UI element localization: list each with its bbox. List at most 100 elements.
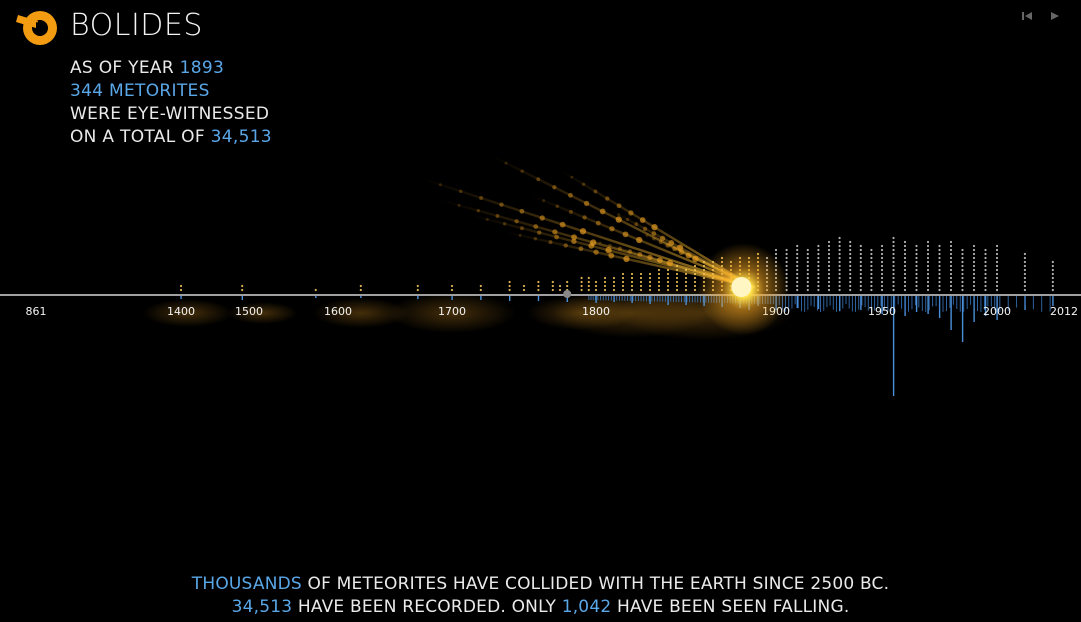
recorded-bar-1830 bbox=[649, 296, 651, 304]
fall-dot-1985-4 bbox=[961, 272, 964, 276]
meteor-particle-0-7 bbox=[559, 221, 566, 228]
fall-dot-1845-5 bbox=[675, 268, 679, 272]
fall-dot-2005-8 bbox=[1023, 256, 1027, 260]
footer-line-2-mid: HAVE BEEN RECORDED. ONLY bbox=[292, 597, 562, 617]
meteor-particle-8-5 bbox=[651, 231, 657, 236]
fall-dot-1950-3 bbox=[880, 276, 884, 280]
fall-dot-1835-4 bbox=[657, 272, 661, 276]
fall-dot-1955-11 bbox=[892, 244, 895, 248]
recorded-fill-bar bbox=[980, 296, 982, 312]
recorded-fill-bar bbox=[990, 296, 992, 307]
fall-dot-1905-6 bbox=[785, 264, 788, 268]
fall-dot-1990-11 bbox=[972, 244, 976, 248]
fall-dot-1855-1 bbox=[693, 284, 697, 288]
recorded-fill-bar bbox=[871, 296, 872, 312]
fall-dot-1830-0 bbox=[648, 288, 652, 292]
recorded-fill-bar bbox=[901, 296, 903, 309]
meteor-particle-2-5 bbox=[554, 234, 560, 240]
fall-dot-1940-3 bbox=[859, 276, 862, 280]
fall-dot-1930-10 bbox=[838, 248, 841, 252]
impact-core bbox=[731, 277, 752, 297]
fall-dot-1850-3 bbox=[684, 276, 688, 280]
fall-dot-1920-4 bbox=[817, 272, 820, 276]
fall-dot-1915-0 bbox=[806, 288, 809, 292]
meteor-particle-4-3 bbox=[548, 240, 553, 245]
fall-dot-1955-4 bbox=[892, 272, 895, 276]
recorded-fill-bar bbox=[608, 296, 610, 301]
recorded-fill-bar bbox=[887, 296, 889, 312]
fall-dot-1945-7 bbox=[870, 260, 873, 264]
fall-dot-1935-10 bbox=[849, 248, 852, 252]
fall-dot-1940-9 bbox=[859, 252, 862, 256]
meteor-particle-9-4 bbox=[665, 243, 670, 248]
skip-back-icon[interactable] bbox=[1021, 10, 1033, 22]
fall-dot-1795-3 bbox=[587, 276, 590, 280]
fall-dot-1855-4 bbox=[693, 272, 697, 276]
fall-dot-1790-2 bbox=[580, 280, 583, 284]
fall-dot-1975-4 bbox=[938, 272, 941, 276]
recorded-fill-bar bbox=[646, 296, 647, 302]
recorded-fill-bar bbox=[1041, 296, 1043, 312]
recorded-fill-bar bbox=[588, 296, 590, 300]
play-icon[interactable] bbox=[1049, 10, 1061, 22]
fall-dot-1955-9 bbox=[892, 252, 895, 256]
fall-dot-1985-6 bbox=[961, 264, 964, 268]
footer-line-1-text: OF METEORITES HAVE COLLIDED WITH THE EAR… bbox=[301, 574, 890, 594]
meteor-particle-2-7 bbox=[588, 242, 595, 249]
fall-dot-2010-1 bbox=[1051, 284, 1054, 288]
recorded-fill-bar bbox=[594, 296, 596, 301]
fall-dot-1980-11 bbox=[949, 244, 953, 248]
fall-dot-1905-9 bbox=[785, 252, 788, 256]
meteor-particle-2-8 bbox=[605, 247, 612, 254]
meteor-particle-4-2 bbox=[533, 237, 538, 241]
fall-dot-1855-3 bbox=[693, 276, 697, 280]
fall-dot-1960-11 bbox=[903, 244, 907, 248]
witnessed-label: WERE EYE-WITNESSED bbox=[70, 104, 270, 124]
fall-dot-1970-8 bbox=[926, 256, 930, 260]
fall-dot-1950-5 bbox=[880, 268, 884, 272]
fall-dot-1925-1 bbox=[827, 284, 831, 288]
app-title: BOLIDES bbox=[70, 8, 203, 43]
meteor-particle-1-3 bbox=[495, 214, 500, 218]
fall-dot-1670-0 bbox=[416, 288, 419, 292]
fall-dot-1975-8 bbox=[938, 256, 941, 260]
recorded-fill-bar bbox=[836, 296, 837, 312]
recorded-fill-bar bbox=[613, 296, 615, 301]
fall-dot-1985-0 bbox=[961, 288, 964, 292]
recorded-fill-bar bbox=[801, 296, 802, 312]
fall-dot-1930-9 bbox=[838, 252, 841, 256]
fall-dot-1850-1 bbox=[684, 284, 688, 288]
recorded-fill-bar bbox=[839, 296, 841, 312]
recorded-fill-bar bbox=[654, 296, 655, 302]
fall-dot-1790-1 bbox=[580, 284, 583, 288]
fall-dot-1940-2 bbox=[859, 280, 862, 284]
meteor-particle-0-8 bbox=[579, 228, 587, 235]
recorded-fill-bar bbox=[686, 296, 688, 303]
recorded-fill-bar bbox=[826, 296, 828, 308]
meteor-particle-6-7 bbox=[639, 217, 646, 223]
fall-dot-1950-10 bbox=[880, 248, 884, 252]
meteor-particle-1-5 bbox=[533, 224, 539, 230]
tick-label-1400: 1400 bbox=[167, 305, 195, 318]
fall-dot-1960-6 bbox=[903, 264, 907, 268]
recorded-bar-1965 bbox=[915, 296, 918, 312]
meteor-particle-3-5 bbox=[568, 192, 573, 198]
fall-dot-1995-9 bbox=[984, 252, 987, 256]
fall-dot-2005-7 bbox=[1023, 260, 1027, 264]
recorded-fill-bar bbox=[914, 296, 916, 306]
recorded-fill-bar bbox=[908, 296, 909, 312]
fall-dot-1720-1 bbox=[479, 284, 482, 288]
meteor-particle-7-3 bbox=[618, 246, 622, 251]
recorded-fill-bar bbox=[874, 296, 876, 311]
meteor-particle-8-7 bbox=[668, 240, 675, 246]
fall-dot-1920-9 bbox=[817, 252, 820, 256]
recorded-fill-bar bbox=[664, 296, 666, 302]
fall-dot-1930-12 bbox=[838, 240, 841, 244]
fall-dot-1930-5 bbox=[838, 268, 841, 272]
fall-dot-1970-4 bbox=[926, 272, 930, 276]
fall-dot-1980-8 bbox=[949, 256, 953, 260]
fall-dot-1850-4 bbox=[684, 272, 688, 276]
footer-seen-count: 1,042 bbox=[561, 597, 612, 617]
fall-dot-1620-1 bbox=[359, 284, 362, 288]
fall-dot-1970-2 bbox=[926, 280, 930, 284]
